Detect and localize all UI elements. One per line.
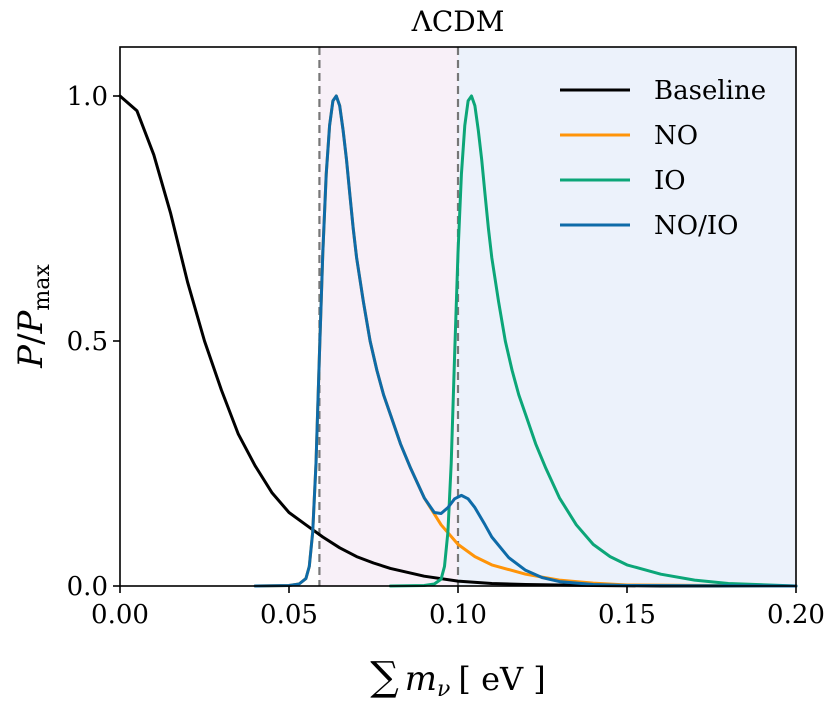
legend-label: Baseline	[654, 76, 766, 106]
y-label-den: P	[11, 309, 51, 334]
y-tick-label: 0.0	[67, 572, 108, 602]
x-label-sub: ν	[437, 677, 450, 702]
series-line-0	[118, 94, 798, 588]
y-label-sub: max	[30, 264, 55, 311]
x-label-unit: [ eV ]	[458, 660, 545, 698]
legend: Baseline NO IO NO/IO	[560, 76, 766, 241]
series-line-2	[388, 94, 798, 588]
y-axis-label: P/Pmax	[11, 264, 55, 369]
series-line-3	[253, 94, 798, 588]
series-lines	[118, 94, 798, 588]
y-label-slash: /	[11, 333, 51, 345]
chart-title: ΛCDM	[411, 5, 505, 38]
x-axis-label: ∑ mν [ eV ]	[370, 654, 546, 702]
x-tick-label: 0.00	[91, 600, 149, 630]
legend-label: IO	[654, 166, 686, 196]
axis-ticks: 0.00 0.05 0.10 0.15 0.20 0.0 0.5 1.0	[67, 82, 825, 630]
x-tick-label: 0.15	[598, 600, 656, 630]
x-tick-label: 0.05	[260, 600, 318, 630]
y-tick-label: 0.5	[67, 327, 108, 357]
legend-label: NO/IO	[654, 211, 738, 241]
x-tick-label: 0.20	[767, 600, 825, 630]
x-label-var: m	[405, 659, 437, 699]
NO-region	[319, 47, 458, 586]
shaded-regions	[319, 47, 796, 586]
x-tick-label: 0.10	[429, 600, 487, 630]
x-label-sum: ∑	[370, 654, 399, 700]
y-label-num: P	[11, 344, 51, 369]
legend-label: NO	[654, 121, 698, 151]
y-tick-label: 1.0	[67, 82, 108, 112]
IO-region	[458, 47, 796, 586]
